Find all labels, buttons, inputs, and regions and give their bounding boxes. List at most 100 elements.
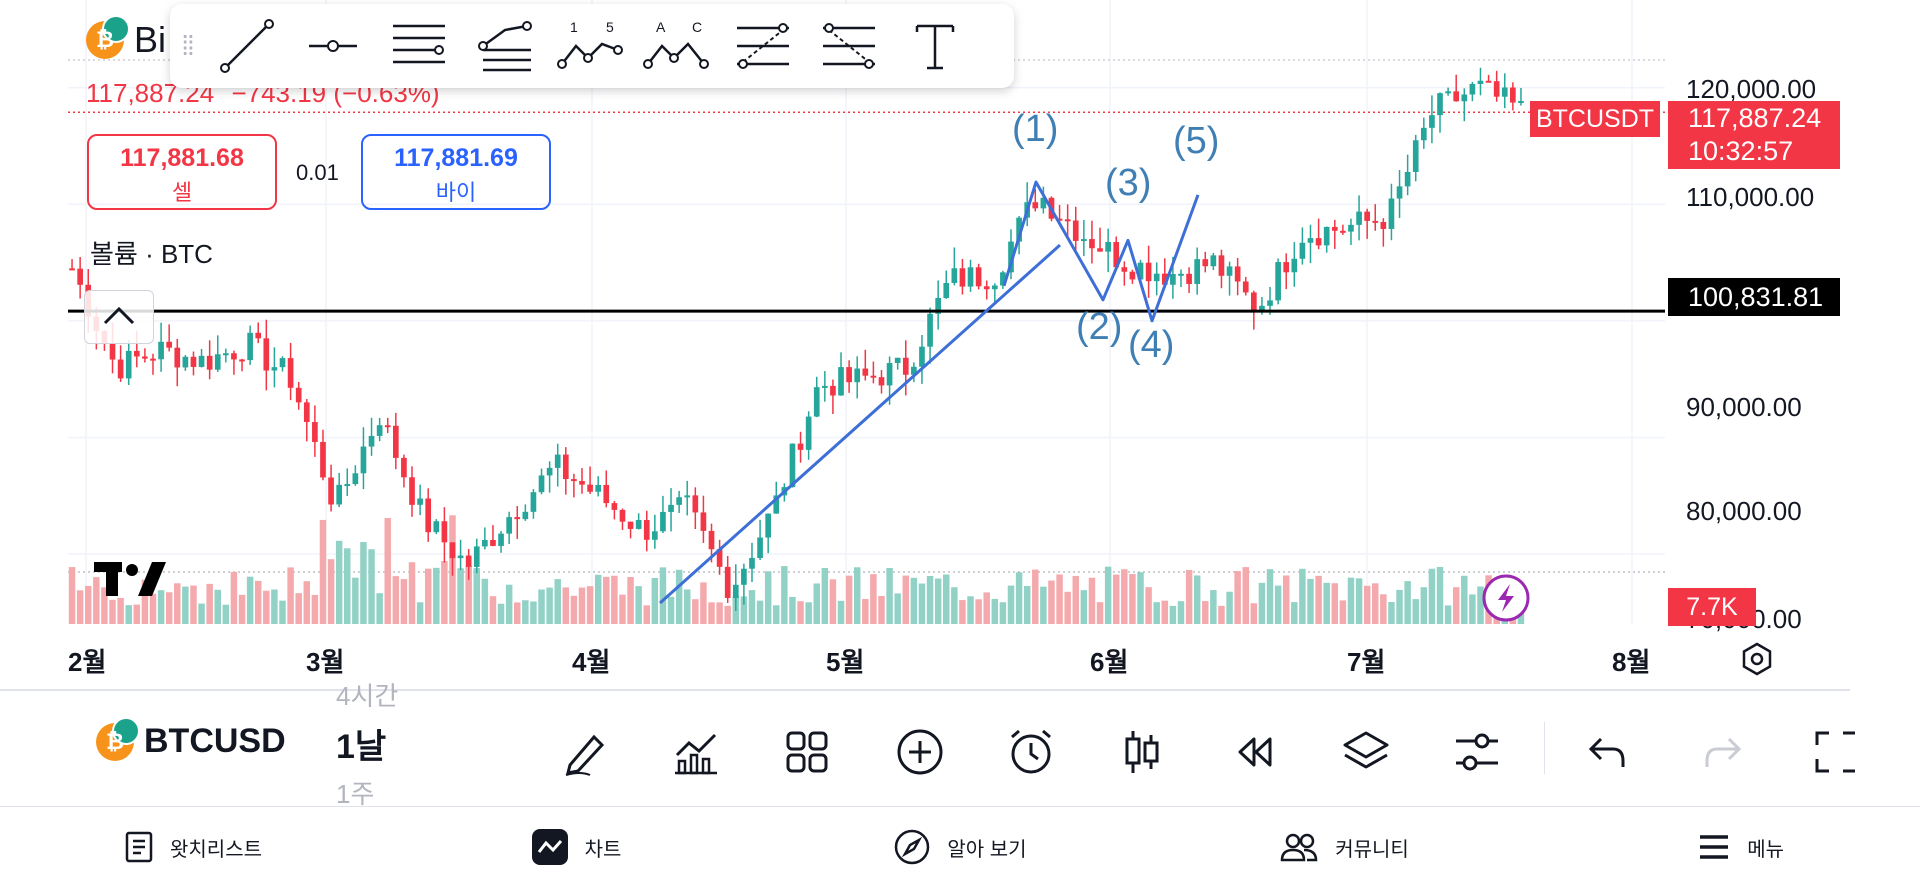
layouts-button[interactable] [777,722,837,782]
chart-settings-button[interactable] [1447,722,1507,782]
candle-body [805,416,812,450]
volume-bar [934,578,942,624]
volume-bar [238,594,246,624]
add-button[interactable] [890,722,950,782]
alert-button[interactable] [1001,722,1061,782]
symbol-selector[interactable]: BTCUSD [96,716,286,761]
candle-body [376,425,383,436]
volume-bar [1161,600,1169,624]
candle-body [77,268,83,285]
svg-text:A: A [656,19,666,35]
parallel-lines-tool[interactable] [376,4,462,88]
candle-body [1040,197,1047,209]
candles [69,67,1524,612]
volume-bar [198,603,205,624]
collapse-indicators-button[interactable] [84,290,154,344]
chart-type-button[interactable] [1112,722,1172,782]
buy-price: 117,881.69 [394,144,518,172]
chart-area[interactable] [0,0,1920,700]
volume-bar [764,571,772,624]
candle-body [117,359,124,379]
candle-countdown: 10:32:57 [1688,136,1794,166]
fib-retracement-tool[interactable] [806,4,892,88]
candle-body [765,513,772,538]
volume-bar [991,598,999,624]
pitchfork-tool[interactable] [462,4,548,88]
sell-button[interactable]: 117,881.68 셀 [87,134,277,210]
fullscreen-button[interactable] [1806,722,1866,782]
interval-prev[interactable]: 4시간 [336,681,399,711]
volume-bar [473,568,481,624]
candle-body [384,425,391,428]
indicators-button[interactable] [666,722,726,782]
volume-indicator-label[interactable]: 볼륨 · BTC [90,239,213,269]
horizontal-ray-tool[interactable] [290,4,376,88]
candle-body [360,446,367,474]
buy-button[interactable]: 117,881.69 바이 [361,134,551,210]
nav-menu[interactable]: 메뉴 [1536,807,1920,887]
svg-text:5: 5 [606,19,614,35]
trend-line-tool[interactable] [204,4,290,88]
volume-bar [1234,571,1241,624]
text-tool[interactable] [892,4,978,88]
interval-next[interactable]: 1주 [336,779,375,809]
volume-bar [716,602,723,624]
candle-body [1259,305,1265,313]
drawing-tools-button[interactable] [555,722,615,782]
horizontal-ray-icon [309,40,357,52]
volume-bar [862,598,869,624]
nav-chart[interactable]: 차트 [384,807,768,887]
symbol-selector-label: BTCUSD [144,722,286,760]
volume-bar [497,603,505,624]
candle-body [214,354,221,370]
interval-selector[interactable]: 4시간 1날 1주 [336,676,436,811]
svg-text:C: C [692,19,702,35]
volume-bar [1380,594,1387,624]
symbol-name: Bi [134,19,167,60]
volume-bar [926,575,934,624]
candle-body [676,497,682,505]
candle-body [498,533,504,546]
nav-explore[interactable]: 알아 보기 [768,807,1152,887]
elliott-wave-label: (1) [1012,108,1059,150]
volume-bar [943,574,950,624]
nav-community[interactable]: 커뮤니티 [1152,807,1536,887]
replay-button[interactable] [1223,722,1283,782]
candle-body [522,511,529,520]
candle-body [271,367,278,371]
redo-button[interactable] [1692,722,1752,782]
volume-bar [781,566,788,624]
object-tree-button[interactable] [1336,722,1396,782]
candle-body [1340,230,1346,233]
fib-channel-tool[interactable] [720,4,806,88]
volume-bar [117,597,124,624]
price-chart[interactable] [0,0,1920,700]
volume-bar [457,568,464,624]
interval-current[interactable]: 1날 [336,728,387,766]
chart-settings-icon[interactable] [1740,642,1774,676]
candle-body [587,484,593,492]
candle-body [1510,87,1516,103]
nav-watchlist[interactable]: 왓치리스트 [0,807,384,887]
candle-body [514,517,521,520]
volume-bar [424,568,432,624]
candle-body [433,521,440,533]
candle-body [1081,239,1087,242]
symbol-header[interactable]: Bi [86,15,167,62]
volume-bar [951,587,958,624]
candle-body [473,546,480,567]
volume-bar [554,579,561,624]
undo-button[interactable] [1578,722,1638,782]
drag-handle-icon[interactable]: ⁞⁞ [181,30,195,61]
candle-body [320,442,326,478]
candle-body [1315,238,1322,246]
volume-bar [1420,587,1428,624]
candle-body [562,454,569,480]
redo-icon [1705,737,1742,767]
compass-icon [895,829,930,865]
volume-bar [311,594,319,624]
rewind-icon [1238,737,1272,767]
